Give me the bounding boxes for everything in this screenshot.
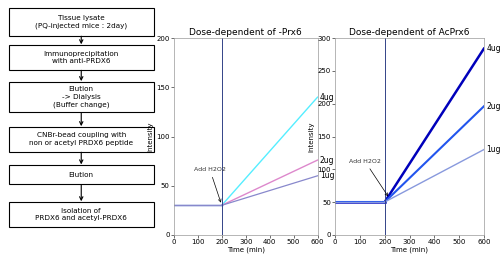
Text: 1ug: 1ug <box>320 171 335 180</box>
Text: 2ug: 2ug <box>486 102 501 111</box>
FancyBboxPatch shape <box>9 8 154 35</box>
FancyBboxPatch shape <box>9 45 154 70</box>
Text: Add H2O2: Add H2O2 <box>194 167 226 202</box>
FancyBboxPatch shape <box>9 82 154 112</box>
Text: Isolation of
PRDX6 and acetyl-PRDX6: Isolation of PRDX6 and acetyl-PRDX6 <box>35 207 127 221</box>
Text: 4ug: 4ug <box>320 93 335 102</box>
Text: 1ug: 1ug <box>486 145 501 154</box>
Text: 4ug: 4ug <box>486 44 501 53</box>
X-axis label: Time (min): Time (min) <box>227 246 265 253</box>
FancyBboxPatch shape <box>9 165 154 185</box>
Title: Dose-dependent of -Prx6: Dose-dependent of -Prx6 <box>190 28 302 37</box>
FancyBboxPatch shape <box>9 202 154 227</box>
Text: Elution
-> Dialysis
(Buffer change): Elution -> Dialysis (Buffer change) <box>53 86 109 108</box>
Text: Elution: Elution <box>69 172 94 178</box>
X-axis label: Time (min): Time (min) <box>391 246 428 253</box>
FancyBboxPatch shape <box>9 127 154 152</box>
Text: CNBr-bead coupling with
non or acetyl PRDX6 peptide: CNBr-bead coupling with non or acetyl PR… <box>29 132 133 146</box>
Text: Add H2O2: Add H2O2 <box>349 159 388 196</box>
Text: Tissue lysate
(PQ-injected mice : 2day): Tissue lysate (PQ-injected mice : 2day) <box>35 15 128 29</box>
Title: Dose-dependent of AcPrx6: Dose-dependent of AcPrx6 <box>349 28 470 37</box>
Text: Immunoprecipitation
with anti-PRDX6: Immunoprecipitation with anti-PRDX6 <box>44 51 119 64</box>
Y-axis label: Intensity: Intensity <box>309 121 314 152</box>
Y-axis label: Intensity: Intensity <box>148 121 153 152</box>
Text: 2ug: 2ug <box>320 156 335 165</box>
